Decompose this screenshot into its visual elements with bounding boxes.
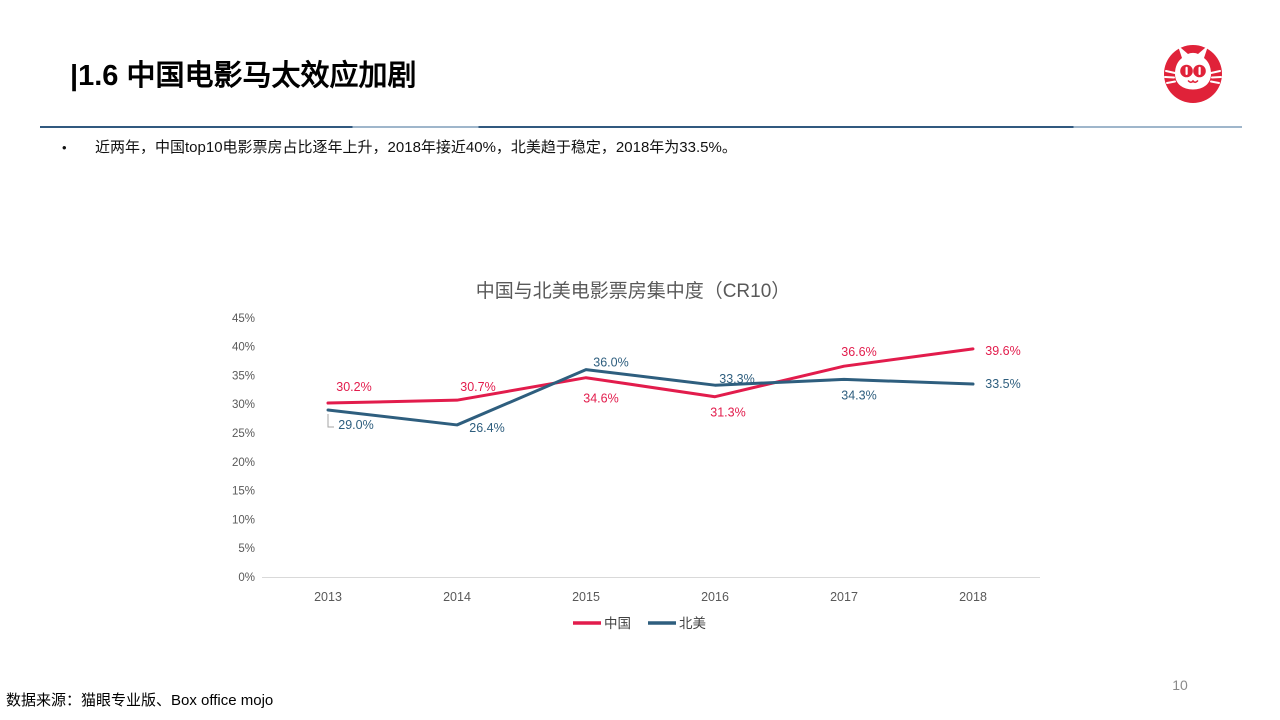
svg-text:34.3%: 34.3% xyxy=(841,388,876,402)
page-title: |1.6 中国电影马太效应加剧 xyxy=(70,60,417,92)
svg-text:33.5%: 33.5% xyxy=(985,377,1020,391)
svg-text:0%: 0% xyxy=(238,572,255,584)
svg-text:30.2%: 30.2% xyxy=(336,380,371,394)
page-number: 10 xyxy=(1172,677,1188,693)
summary-bullet: • 近两年，中国top10电影票房占比逐年上升，2018年接近40%，北美趋于稳… xyxy=(62,138,1162,158)
svg-text:25%: 25% xyxy=(232,428,255,440)
svg-text:15%: 15% xyxy=(232,486,255,498)
svg-text:31.3%: 31.3% xyxy=(710,406,745,420)
data-source: 数据来源：猫眼专业版、Box office mojo xyxy=(6,692,274,709)
svg-text:2018: 2018 xyxy=(959,590,987,604)
svg-text:34.6%: 34.6% xyxy=(583,392,618,406)
bullet-marker: • xyxy=(62,140,67,155)
bullet-text: 近两年，中国top10电影票房占比逐年上升，2018年接近40%，北美趋于稳定，… xyxy=(95,139,737,156)
chart-title: 中国与北美电影票房集中度（CR10） xyxy=(475,281,791,302)
svg-text:5%: 5% xyxy=(238,543,255,555)
svg-text:30%: 30% xyxy=(232,399,255,411)
svg-text:40%: 40% xyxy=(232,342,255,354)
svg-text:30.7%: 30.7% xyxy=(460,380,495,394)
svg-text:2015: 2015 xyxy=(572,590,600,604)
svg-text:36.0%: 36.0% xyxy=(593,356,628,370)
svg-text:45%: 45% xyxy=(232,313,255,325)
svg-text:2016: 2016 xyxy=(701,590,729,604)
svg-text:26.4%: 26.4% xyxy=(469,421,504,435)
svg-text:29.0%: 29.0% xyxy=(338,418,373,432)
svg-text:2017: 2017 xyxy=(830,590,858,604)
svg-text:2013: 2013 xyxy=(314,590,342,604)
svg-text:36.6%: 36.6% xyxy=(841,345,876,359)
maoyan-cat-logo-icon xyxy=(1164,45,1222,103)
svg-text:10%: 10% xyxy=(232,514,255,526)
svg-text:20%: 20% xyxy=(232,457,255,469)
svg-text:39.6%: 39.6% xyxy=(985,344,1020,358)
svg-text:北美: 北美 xyxy=(679,616,706,631)
svg-text:35%: 35% xyxy=(232,370,255,382)
title-divider-line xyxy=(40,126,1242,128)
svg-text:中国: 中国 xyxy=(604,616,631,631)
svg-text:33.3%: 33.3% xyxy=(719,372,754,386)
svg-text:2014: 2014 xyxy=(443,590,471,604)
